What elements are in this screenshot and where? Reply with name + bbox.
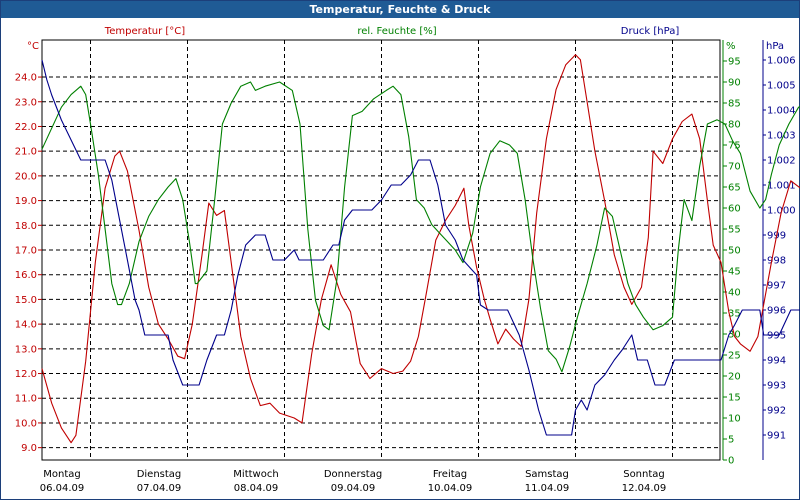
humidity-tick-label: 55 bbox=[728, 225, 741, 236]
humidity-tick-label: 10 bbox=[728, 414, 741, 425]
pressure-tick-label: 991 bbox=[767, 431, 786, 442]
window-title: Temperatur, Feuchte & Druck bbox=[1, 1, 799, 18]
humidity-tick-label: 0 bbox=[728, 456, 734, 467]
humidity-tick-label: 65 bbox=[728, 183, 741, 194]
temperature-tick-label: 21.0 bbox=[15, 147, 37, 158]
x-tick-date: 08.04.09 bbox=[234, 483, 279, 494]
humidity-tick-label: 25 bbox=[728, 351, 741, 362]
x-tick-date: 12.04.09 bbox=[622, 483, 667, 494]
axis-labels: °C Temperatur [°C] rel. Feuchte [%] Druc… bbox=[27, 26, 784, 52]
pressure-tick-label: 998 bbox=[767, 256, 786, 267]
pressure-tick-label: 995 bbox=[767, 331, 786, 342]
pressure-tick-label: 1.003 bbox=[767, 131, 796, 142]
pressure-tick-label: 1.004 bbox=[767, 106, 796, 117]
temperature-tick-label: 11.0 bbox=[15, 394, 37, 405]
x-tick-day: Montag bbox=[43, 469, 80, 480]
humidity-tick-label: 95 bbox=[728, 57, 741, 68]
grid-lines bbox=[42, 40, 720, 460]
temperature-axis-title: Temperatur [°C] bbox=[104, 26, 185, 37]
x-tick-date: 11.04.09 bbox=[525, 483, 570, 494]
temperature-series-line bbox=[41, 54, 800, 444]
x-tick-date: 06.04.09 bbox=[40, 483, 85, 494]
pressure-unit-label: hPa bbox=[766, 41, 784, 52]
temperature-unit-label: °C bbox=[27, 41, 39, 52]
humidity-tick-label: 75 bbox=[728, 141, 741, 152]
pressure-tick-label: 996 bbox=[767, 306, 786, 317]
pressure-tick-label: 994 bbox=[767, 356, 786, 367]
axes: Montag06.04.09Dienstag07.04.09Mittwoch08… bbox=[15, 39, 796, 494]
humidity-series-line bbox=[41, 81, 800, 373]
x-tick-day: Donnerstag bbox=[324, 469, 382, 480]
humidity-tick-label: 5 bbox=[728, 435, 734, 446]
temperature-tick-label: 13.0 bbox=[15, 344, 37, 355]
temperature-tick-label: 19.0 bbox=[15, 196, 37, 207]
x-tick-date: 09.04.09 bbox=[331, 483, 376, 494]
pressure-tick-label: 1.001 bbox=[767, 181, 796, 192]
x-tick-day: Dienstag bbox=[137, 469, 182, 480]
temperature-tick-label: 14.0 bbox=[15, 320, 37, 331]
temperature-tick-label: 17.0 bbox=[15, 246, 37, 257]
humidity-tick-label: 70 bbox=[728, 162, 741, 173]
humidity-tick-label: 15 bbox=[728, 393, 741, 404]
x-tick-day: Samstag bbox=[525, 469, 569, 480]
humidity-tick-label: 40 bbox=[728, 288, 741, 299]
humidity-axis-title: rel. Feuchte [%] bbox=[357, 26, 436, 37]
series-lines bbox=[41, 54, 800, 444]
x-tick-date: 07.04.09 bbox=[137, 483, 182, 494]
pressure-tick-label: 1.006 bbox=[767, 56, 796, 67]
x-tick-date: 10.04.09 bbox=[428, 483, 473, 494]
temperature-tick-label: 10.0 bbox=[15, 418, 37, 429]
temperature-tick-label: 22.0 bbox=[15, 122, 37, 133]
temperature-tick-label: 20.0 bbox=[15, 171, 37, 182]
temperature-tick-label: 23.0 bbox=[15, 97, 37, 108]
temperature-tick-label: 18.0 bbox=[15, 221, 37, 232]
temperature-tick-label: 15.0 bbox=[15, 295, 37, 306]
x-tick-day: Freitag bbox=[433, 469, 467, 480]
pressure-tick-label: 1.005 bbox=[767, 81, 796, 92]
temperature-tick-label: 24.0 bbox=[15, 73, 37, 84]
humidity-unit-label: % bbox=[726, 41, 736, 52]
pressure-tick-label: 992 bbox=[767, 406, 786, 417]
humidity-tick-label: 90 bbox=[728, 78, 741, 89]
humidity-tick-label: 50 bbox=[728, 246, 741, 257]
pressure-axis-title: Druck [hPa] bbox=[621, 26, 680, 37]
pressure-tick-label: 997 bbox=[767, 281, 786, 292]
humidity-tick-label: 60 bbox=[728, 204, 741, 215]
humidity-tick-label: 35 bbox=[728, 309, 741, 320]
temperature-tick-label: 16.0 bbox=[15, 270, 37, 281]
x-tick-day: Mittwoch bbox=[233, 469, 278, 480]
x-tick-day: Sonntag bbox=[623, 469, 665, 480]
pressure-tick-label: 1.002 bbox=[767, 156, 796, 167]
humidity-tick-label: 85 bbox=[728, 99, 741, 110]
humidity-tick-label: 20 bbox=[728, 372, 741, 383]
temperature-tick-label: 12.0 bbox=[15, 369, 37, 380]
temperature-tick-label: 9.0 bbox=[21, 443, 37, 454]
humidity-tick-label: 45 bbox=[728, 267, 741, 278]
humidity-tick-label: 80 bbox=[728, 120, 741, 131]
pressure-tick-label: 993 bbox=[767, 381, 786, 392]
pressure-series-line bbox=[41, 59, 800, 436]
